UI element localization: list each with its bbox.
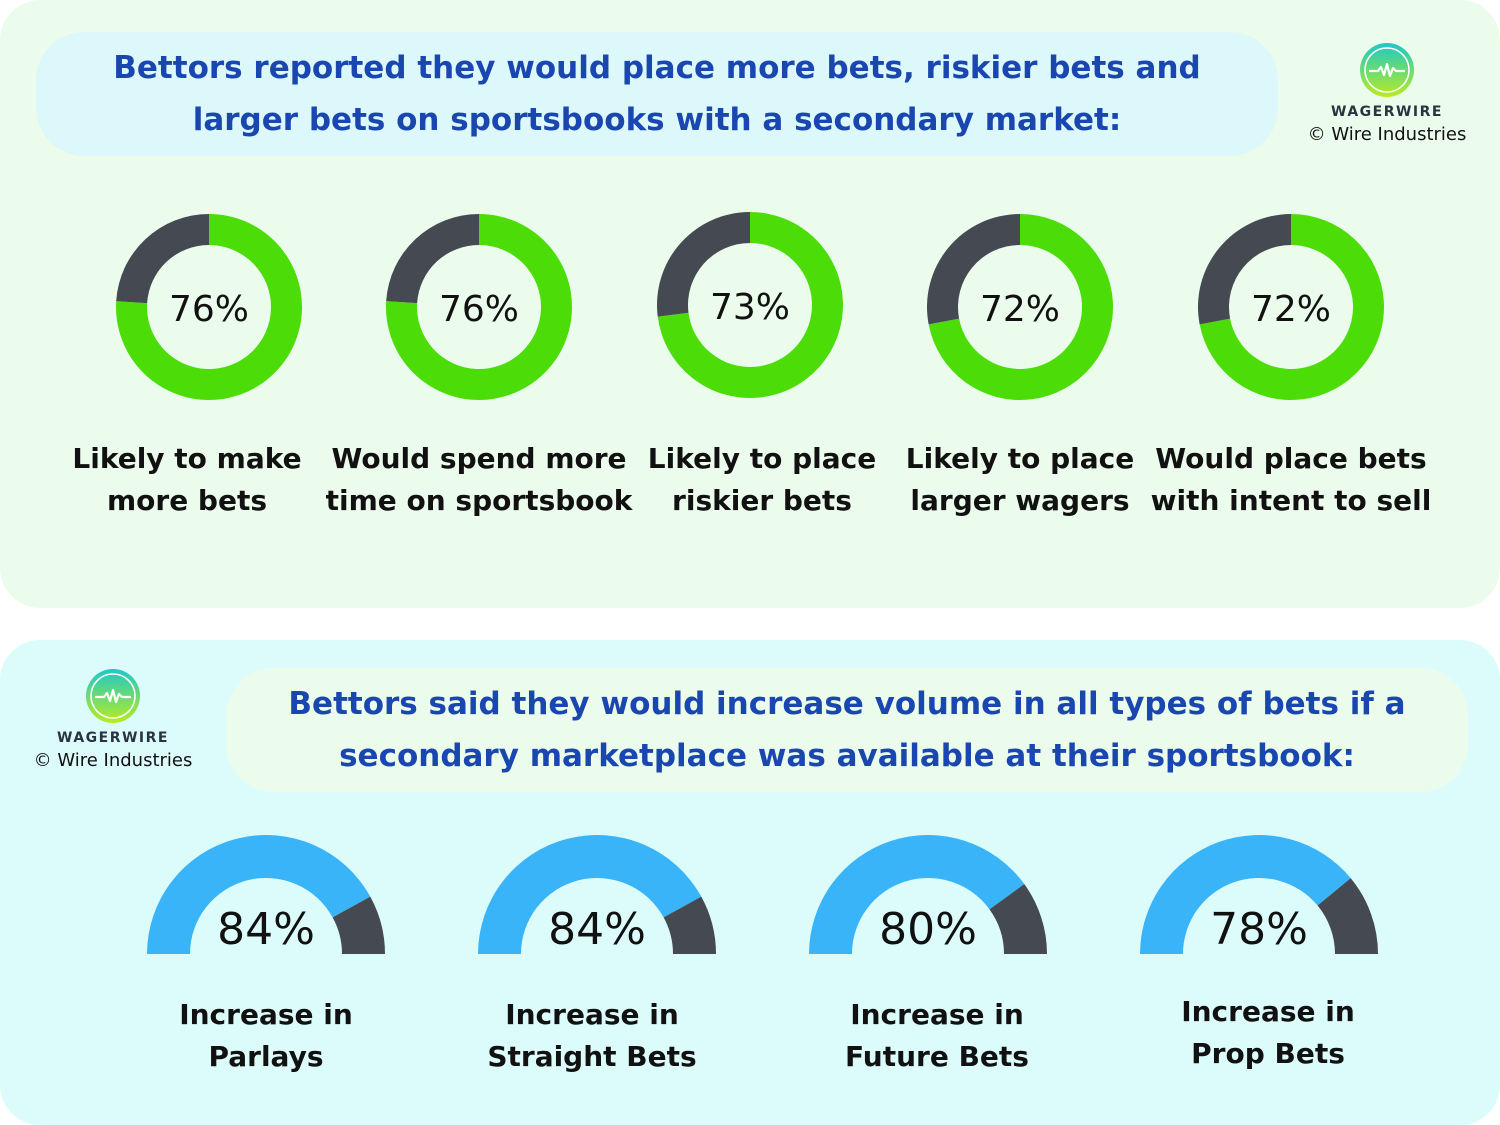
brand-name: WAGERWIRE <box>57 730 169 746</box>
gauge-chart: 80% <box>809 835 1047 955</box>
brand-copyright: © Wire Industries <box>33 750 193 771</box>
category-label-line-1: Likely to place <box>905 442 1135 475</box>
gauge-percent-label: 78% <box>1210 904 1308 955</box>
gauge-remainder-arc <box>1317 878 1378 954</box>
wagerwire-brand-bottom: WAGERWIRE © Wire Industries <box>18 668 208 771</box>
bottom-title: Bettors said they would increase volume … <box>226 668 1468 792</box>
category-label-line-2: Future Bets <box>845 1040 1029 1073</box>
gauge-category-label: Increase in Future Bets <box>797 994 1077 1078</box>
category-label-line-2: time on sportsbook <box>325 484 633 517</box>
category-label-line-1: Increase in <box>505 998 679 1031</box>
category-label-line-2: Straight Bets <box>487 1040 697 1073</box>
gauge-remainder-arc <box>332 896 385 954</box>
donut-category-label: Likely to place riskier bets <box>602 438 922 522</box>
donut-percent-label: 72% <box>980 289 1060 330</box>
category-label-line-1: Increase in <box>850 998 1024 1031</box>
heartbeat-circle-icon <box>86 669 140 723</box>
gauge-percent-label: 84% <box>548 904 646 955</box>
donut-category-label: Would spend more time on sportsbook <box>319 438 639 522</box>
top-title-line-2: larger bets on sportsbooks with a second… <box>192 102 1122 138</box>
category-label-line-2: Prop Bets <box>1191 1037 1345 1070</box>
donut-chart: 72% <box>927 214 1113 400</box>
heartbeat-circle-icon <box>1360 43 1414 97</box>
gauge-value-arc <box>147 835 371 954</box>
gauge-value-arc <box>809 835 1025 954</box>
category-label-line-2: larger wagers <box>910 484 1130 517</box>
gauge-remainder-arc <box>663 896 716 954</box>
bottom-title-line-1: Bettors said they would increase volume … <box>288 686 1406 722</box>
category-label-line-2: riskier bets <box>672 484 852 517</box>
top-title: Bettors reported they would place more b… <box>36 32 1278 156</box>
gauge-category-label: Increase in Straight Bets <box>452 994 732 1078</box>
donut-chart: 76% <box>386 214 572 400</box>
category-label-line-1: Likely to make <box>72 442 302 475</box>
gauge-value-arc <box>478 835 702 954</box>
donut-value-arc <box>657 212 843 398</box>
gauge-chart: 84% <box>478 835 716 955</box>
category-label-line-1: Would place bets <box>1155 442 1427 475</box>
gauge-chart: 78% <box>1140 835 1378 955</box>
donut-category-label: Likely to make more bets <box>27 438 347 522</box>
donut-percent-label: 76% <box>439 289 519 330</box>
category-label-line-1: Increase in <box>1181 995 1355 1028</box>
donut-percent-label: 72% <box>1251 289 1331 330</box>
gauge-category-label: Increase in Prop Bets <box>1128 991 1408 1075</box>
category-label-line-2: with intent to sell <box>1150 484 1432 517</box>
donut-percent-label: 76% <box>169 289 249 330</box>
gauge-remainder-arc <box>989 884 1047 954</box>
donut-percent-label: 73% <box>710 287 790 328</box>
donut-value-arc <box>1199 214 1384 400</box>
donut-chart: 73% <box>657 212 843 398</box>
donut-remainder-arc <box>657 212 750 317</box>
bottom-title-line-2: secondary marketplace was available at t… <box>339 738 1355 774</box>
donut-value-arc <box>386 214 572 400</box>
gauge-value-arc <box>1140 835 1351 954</box>
donut-chart: 76% <box>115 214 302 400</box>
top-title-line-1: Bettors reported they would place more b… <box>113 50 1201 86</box>
category-label-line-1: Would spend more <box>331 442 627 475</box>
category-label-line-1: Increase in <box>179 998 353 1031</box>
brand-name: WAGERWIRE <box>1331 104 1443 120</box>
wagerwire-brand-top: WAGERWIRE © Wire Industries <box>1292 42 1482 145</box>
donut-value-arc <box>928 214 1113 400</box>
category-label-line-1: Likely to place <box>647 442 877 475</box>
donut-chart: 72% <box>1198 214 1384 400</box>
category-label-line-2: more bets <box>106 484 268 517</box>
gauge-chart: 84% <box>147 835 385 955</box>
gauge-percent-label: 80% <box>879 904 977 955</box>
gauge-category-label: Increase in Parlays <box>126 994 406 1078</box>
donut-category-label: Likely to place larger wagers <box>860 438 1180 522</box>
donut-remainder-arc <box>1198 214 1291 325</box>
gauge-percent-label: 84% <box>217 904 315 955</box>
donut-value-arc <box>115 214 302 400</box>
donut-remainder-arc <box>116 214 209 304</box>
brand-copyright: © Wire Industries <box>1307 124 1467 145</box>
donut-category-label: Would place bets with intent to sell <box>1131 438 1451 522</box>
donut-remainder-arc <box>927 214 1020 325</box>
donut-remainder-arc <box>386 214 479 304</box>
category-label-line-2: Parlays <box>208 1040 324 1073</box>
